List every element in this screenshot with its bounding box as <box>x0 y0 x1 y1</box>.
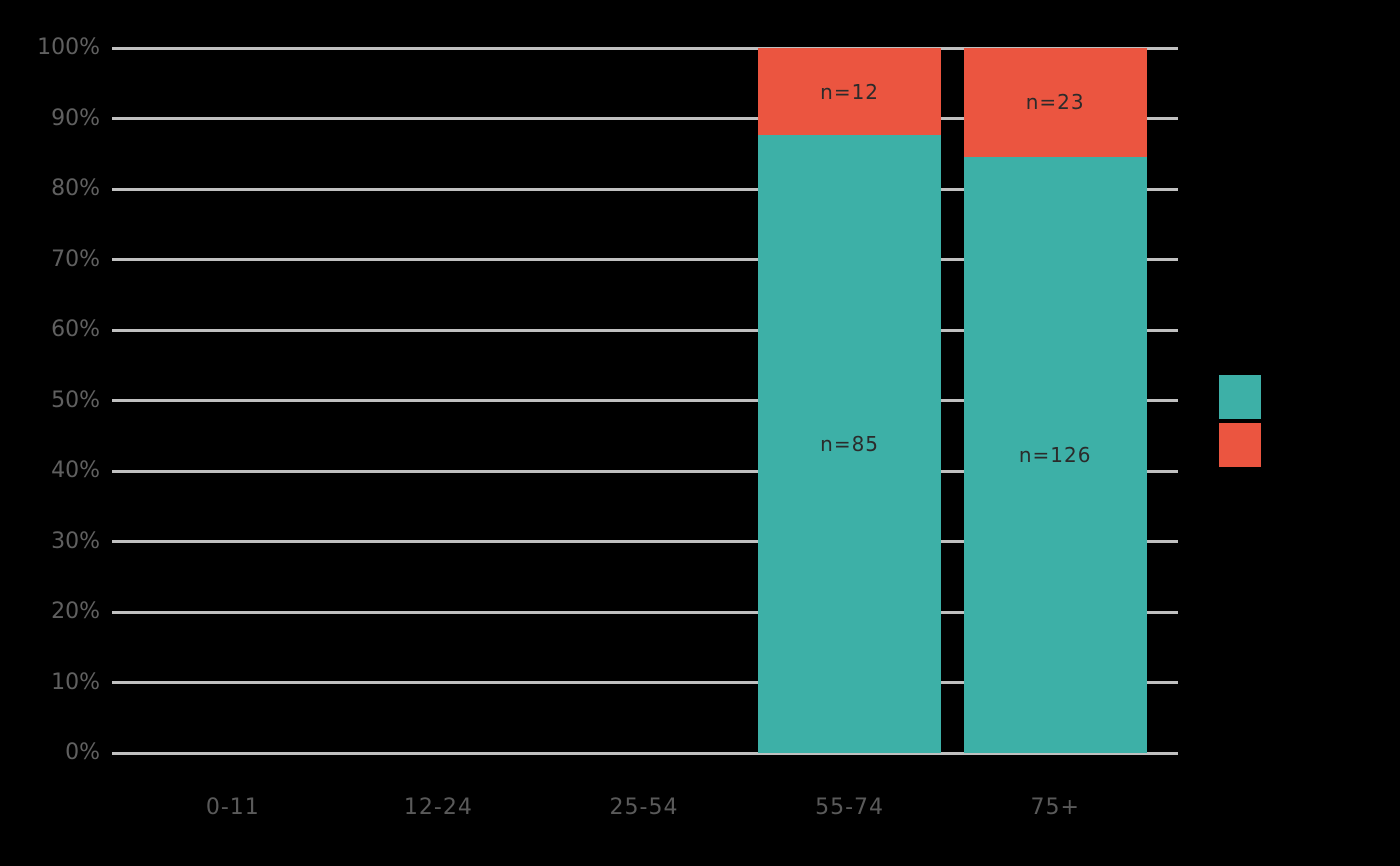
gridline-50% <box>112 399 1178 402</box>
gridline-20% <box>112 610 1178 614</box>
y-tick-label: 100% <box>37 35 100 60</box>
gridline-70% <box>112 258 1178 261</box>
gridline-60% <box>112 328 1178 332</box>
bar-55-74-segment-top-segment: n=12 <box>758 48 942 136</box>
gridline-100% <box>112 46 1178 50</box>
y-tick-label: 50% <box>51 387 100 413</box>
gridline-90% <box>112 117 1178 120</box>
bar-count-label: n=126 <box>1018 442 1092 467</box>
x-tick-label-0-11: 0-11 <box>205 795 260 820</box>
bar-count-label: n=23 <box>1025 90 1085 115</box>
y-tick-label: 20% <box>51 599 100 624</box>
y-tick-label: 30% <box>51 528 100 554</box>
bar-55-74-segment-bottom-segment: n=85 <box>758 135 942 753</box>
legend-swatch-orange <box>1219 423 1261 467</box>
legend-swatch-teal <box>1219 375 1261 419</box>
y-tick-label: 80% <box>51 176 100 201</box>
y-tick-label: 70% <box>51 246 100 272</box>
gridline-0% <box>112 751 1178 755</box>
y-tick-label: 0% <box>65 740 100 765</box>
y-tick-label: 40% <box>51 458 100 483</box>
x-tick-label-55-74: 55-74 <box>815 795 885 820</box>
x-tick-label-75+: 75+ <box>1030 795 1080 820</box>
bar-count-label: n=12 <box>820 79 880 104</box>
gridline-80% <box>112 187 1178 191</box>
gridline-40% <box>112 469 1178 473</box>
y-tick-label: 10% <box>51 669 100 695</box>
y-tick-label: 60% <box>51 317 100 342</box>
x-tick-label-12-24: 12-24 <box>403 795 473 820</box>
y-tick-label: 90% <box>51 105 100 131</box>
gridline-30% <box>112 540 1178 543</box>
gridline-10% <box>112 681 1178 684</box>
bar-count-label: n=85 <box>820 432 880 457</box>
x-tick-label-25-54: 25-54 <box>609 795 679 820</box>
bar-75+-segment-top-segment: n=23 <box>963 48 1147 157</box>
bar-75+-segment-bottom-segment: n=126 <box>963 156 1147 753</box>
